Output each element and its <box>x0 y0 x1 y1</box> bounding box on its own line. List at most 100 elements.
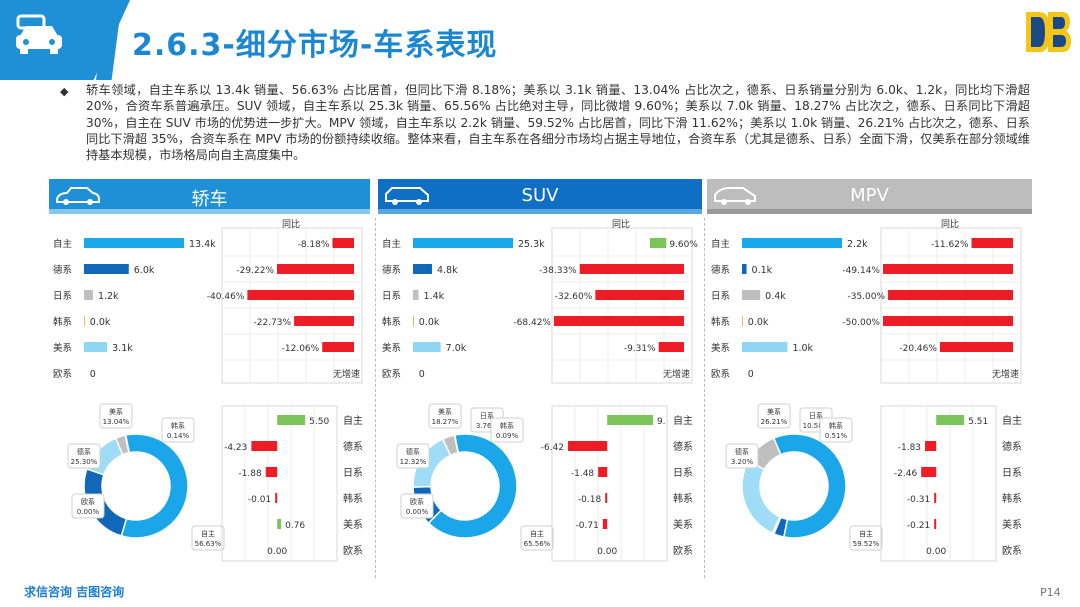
bullet-diamond: ◆ <box>60 85 69 98</box>
volume-label: 0.1k <box>752 265 773 276</box>
delta-category-label: 日系 <box>673 467 693 479</box>
suv-icon <box>385 187 429 205</box>
pie-slice <box>120 433 189 539</box>
pie-callout-box <box>757 403 791 429</box>
pie-slice <box>741 459 781 535</box>
pie-callout-value: 65.56% <box>524 540 551 548</box>
growth-bar <box>294 316 354 326</box>
volume-label: 3.1k <box>112 343 133 354</box>
volume-bar <box>742 238 842 248</box>
delta-category-label: 美系 <box>673 518 693 531</box>
volume-label: 0 <box>90 369 96 380</box>
delta-bar <box>277 415 306 425</box>
pie-callout-value: 0.14% <box>167 432 190 440</box>
delta-category-label: 日系 <box>1002 467 1022 479</box>
pie-callout-box <box>161 417 195 443</box>
growth-label: -29.22% <box>236 266 274 276</box>
delta-bar <box>277 519 282 529</box>
pie-callout-category: 欧系 <box>410 497 424 506</box>
delta-label: -4.23 <box>224 443 247 453</box>
pie-callout-value: 13.04% <box>103 418 130 426</box>
pie-callout-category: 欧系 <box>81 497 95 506</box>
volume-label: 6.0k <box>134 265 155 276</box>
growth-label: -49.14% <box>842 266 880 276</box>
pie-callout-category: 德系 <box>735 447 749 456</box>
volume-bar <box>413 290 419 300</box>
pie-callout-value: 12.32% <box>400 458 427 466</box>
volume-bar <box>413 264 432 274</box>
growth-chart-frame <box>880 227 1022 384</box>
delta-bar <box>925 441 937 451</box>
growth-bar <box>939 342 1013 352</box>
growth-title: 同比 <box>612 218 630 230</box>
growth-bar <box>277 264 354 274</box>
category-label: 自主 <box>382 238 401 250</box>
delta-category-label: 美系 <box>1002 518 1022 531</box>
panel-divider <box>375 218 376 578</box>
volume-bar <box>84 238 184 248</box>
delta-bar <box>936 415 965 425</box>
delta-category-label: 日系 <box>343 467 363 479</box>
volume-bar <box>84 342 108 352</box>
volume-label: 1.2k <box>98 291 119 302</box>
pie-callout-value: 0.09% <box>496 432 519 440</box>
category-label: 自主 <box>711 238 730 250</box>
growth-bar <box>883 264 1013 274</box>
volume-bar <box>742 264 747 274</box>
growth-label: -32.60% <box>555 292 593 302</box>
panel-header-bar <box>49 179 370 214</box>
volume-label: 0.0k <box>748 317 769 328</box>
panel-header-mpv: MPV <box>707 179 1032 214</box>
growth-bar <box>554 316 684 326</box>
delta-label: 0.00 <box>926 547 946 557</box>
pie-callout-category: 日系 <box>480 411 494 420</box>
pie-callout-category: 德系 <box>406 447 420 456</box>
growth-bar <box>322 342 354 352</box>
delta-category-label: 欧系 <box>343 545 363 557</box>
pie-callout-value: 3.76% <box>476 422 499 430</box>
pie-callout-category: 美系 <box>109 407 123 416</box>
delta-category-label: 韩系 <box>343 492 363 505</box>
delta-bar <box>605 493 608 503</box>
delta-category-label: 韩系 <box>1002 492 1022 505</box>
volume-bar <box>742 342 788 352</box>
delta-label: 0.00 <box>597 547 617 557</box>
pie-callout-value: 18.27% <box>432 418 459 426</box>
delta-label: -0.31 <box>907 495 930 505</box>
growth-title: 同比 <box>941 218 959 230</box>
pie-callout-value: 26.21% <box>761 418 788 426</box>
category-label: 日系 <box>53 291 72 302</box>
delta-category-label: 韩系 <box>673 492 693 505</box>
delta-chart-frame <box>221 405 338 562</box>
growth-bar <box>332 238 354 248</box>
delta-bar <box>934 519 937 529</box>
volume-label: 4.8k <box>437 265 458 276</box>
delta-category-label: 美系 <box>343 518 363 531</box>
delta-label: 0.00 <box>267 547 287 557</box>
pie-callout-category: 韩系 <box>171 421 185 430</box>
category-label: 欧系 <box>382 368 401 380</box>
pie-slice <box>124 434 131 454</box>
pie-callout-value: 0.51% <box>825 432 848 440</box>
delta-category-label: 欧系 <box>673 545 693 557</box>
pie-callout-value: 0.00% <box>406 508 429 516</box>
delta-bar <box>568 441 608 451</box>
pie-callout-category: 自主 <box>530 529 544 538</box>
delta-label: -1.83 <box>898 443 921 453</box>
growth-label: -8.18% <box>298 240 330 250</box>
pie-callout-box <box>428 403 462 429</box>
volume-bar <box>413 342 441 352</box>
pie-callout-value: 0.00% <box>77 508 100 516</box>
page-title: 2.6.3-细分市场-车系表现 <box>132 28 498 63</box>
volume-label: 0.0k <box>419 317 440 328</box>
pie-callout-box <box>849 525 883 551</box>
footer-links[interactable]: 求信咨询 吉图咨询 <box>24 585 125 599</box>
pie-callout-category: 自主 <box>201 529 215 538</box>
page-number: P14 <box>1040 586 1061 599</box>
panel-header-suv: SUV <box>378 179 702 214</box>
delta-label: -0.18 <box>578 495 602 505</box>
delta-label: 0.76 <box>285 521 305 531</box>
delta-bar <box>275 493 278 503</box>
volume-label: 25.3k <box>518 239 545 250</box>
volume-label: 0 <box>419 369 425 380</box>
